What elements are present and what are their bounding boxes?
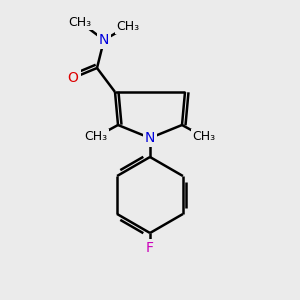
Text: CH₃: CH₃ — [192, 130, 216, 143]
Text: CH₃: CH₃ — [84, 130, 108, 143]
Text: F: F — [146, 241, 154, 255]
Text: CH₃: CH₃ — [116, 20, 140, 32]
Text: N: N — [99, 33, 109, 47]
Text: O: O — [68, 71, 78, 85]
Text: CH₃: CH₃ — [68, 16, 92, 28]
Text: N: N — [145, 131, 155, 145]
